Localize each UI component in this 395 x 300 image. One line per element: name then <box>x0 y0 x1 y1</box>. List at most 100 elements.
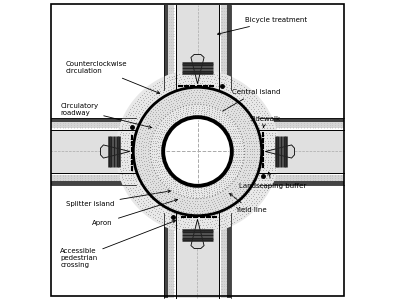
Point <box>216 202 222 207</box>
Point <box>250 163 256 167</box>
Point <box>184 76 190 81</box>
Point <box>179 213 185 218</box>
Point <box>174 114 181 119</box>
Point <box>231 100 238 105</box>
Point <box>231 112 238 117</box>
Point <box>237 133 243 138</box>
Point <box>228 124 234 129</box>
Point <box>229 208 236 212</box>
Point <box>166 75 172 80</box>
Point <box>115 153 122 158</box>
Point <box>241 206 248 211</box>
Point <box>187 98 193 102</box>
Point <box>128 123 135 128</box>
Point <box>149 174 155 178</box>
Point <box>239 197 245 202</box>
Point <box>163 202 169 207</box>
Point <box>239 101 245 106</box>
Point <box>237 85 243 90</box>
Point <box>166 103 172 108</box>
Point <box>269 133 275 138</box>
Point <box>156 161 162 166</box>
Point <box>171 225 177 230</box>
Point <box>181 94 187 99</box>
Point <box>188 210 195 215</box>
Point <box>221 112 227 117</box>
Point <box>149 208 156 212</box>
Point <box>122 173 128 178</box>
Point <box>200 228 207 233</box>
Point <box>179 186 185 191</box>
Point <box>209 71 215 76</box>
Point <box>145 116 152 121</box>
Point <box>245 92 251 97</box>
Point <box>158 213 165 218</box>
Point <box>160 87 166 92</box>
Point <box>185 79 191 83</box>
Point <box>207 82 213 87</box>
Point <box>189 92 195 97</box>
Point <box>153 92 159 96</box>
Point <box>120 152 127 157</box>
Point <box>251 165 258 170</box>
Point <box>226 124 232 129</box>
Point <box>238 93 245 98</box>
Point <box>224 122 230 127</box>
Point <box>231 106 238 111</box>
Point <box>147 171 154 176</box>
Point <box>271 168 278 172</box>
Point <box>162 176 169 181</box>
Point <box>249 149 255 154</box>
Point <box>231 152 237 157</box>
Point <box>159 130 166 134</box>
Point <box>260 183 266 188</box>
Point <box>232 167 239 172</box>
Point <box>254 187 261 192</box>
Point <box>140 108 147 112</box>
Point <box>159 172 166 177</box>
Point <box>155 108 162 113</box>
Point <box>169 224 175 229</box>
Point <box>132 111 138 116</box>
Point <box>189 100 195 104</box>
Point <box>193 107 199 112</box>
Point <box>223 184 229 189</box>
Point <box>138 124 145 129</box>
Point <box>264 136 271 140</box>
Point <box>262 144 269 148</box>
Point <box>150 93 157 98</box>
Point <box>254 116 260 120</box>
Point <box>202 210 208 215</box>
Polygon shape <box>191 54 204 84</box>
Point <box>164 219 171 224</box>
Point <box>143 137 150 142</box>
Polygon shape <box>176 5 219 90</box>
Point <box>177 224 183 228</box>
Point <box>233 126 240 131</box>
Point <box>273 160 279 165</box>
Point <box>116 137 122 142</box>
Point <box>206 207 213 212</box>
Point <box>239 208 246 212</box>
Point <box>203 228 209 233</box>
Point <box>150 192 156 197</box>
Point <box>209 74 215 79</box>
Point <box>133 153 139 158</box>
Point <box>236 92 242 96</box>
Point <box>262 120 269 125</box>
Point <box>233 152 239 157</box>
Point <box>160 161 166 166</box>
Point <box>186 93 193 98</box>
Point <box>137 112 143 117</box>
Point <box>231 102 237 107</box>
Point <box>124 112 131 116</box>
Point <box>211 212 217 217</box>
Point <box>154 151 160 155</box>
Point <box>196 88 203 92</box>
Point <box>256 128 263 133</box>
Point <box>260 168 266 172</box>
Point <box>184 228 191 232</box>
Point <box>243 138 249 143</box>
Point <box>118 160 125 165</box>
Point <box>180 80 186 84</box>
